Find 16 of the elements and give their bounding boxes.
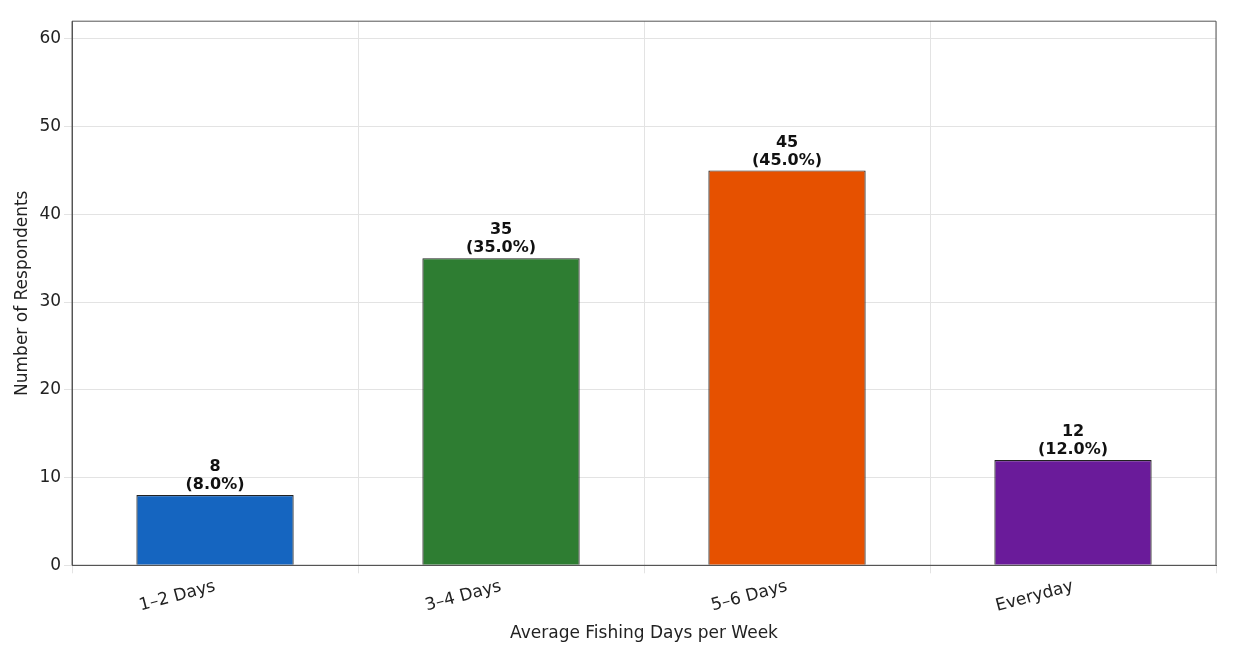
y-tick-label: 60 — [39, 27, 62, 48]
y-axis-title: Number of Respondents — [10, 190, 31, 396]
y-tick-label: 50 — [39, 114, 62, 135]
data-label: 45 (45.0%) — [751, 131, 823, 169]
data-label: 8 (8.0%) — [185, 456, 245, 494]
y-tick-label: 10 — [39, 465, 62, 486]
data-label: 12 (12.0%) — [1037, 421, 1109, 459]
y-tick-label: 30 — [39, 290, 62, 311]
data-label: 35 (35.0%) — [465, 219, 537, 257]
x-tick-label: 5–6 Days — [708, 574, 790, 615]
x-tick-label: 3–4 Days — [422, 574, 504, 615]
y-tick-label: 20 — [39, 378, 62, 399]
y-tick-label: 40 — [39, 202, 62, 223]
x-tick-label: 1–2 Days — [136, 574, 218, 615]
y-tick-label: 0 — [50, 553, 62, 574]
x-axis-title: Average Fishing Days per Week — [510, 622, 779, 643]
